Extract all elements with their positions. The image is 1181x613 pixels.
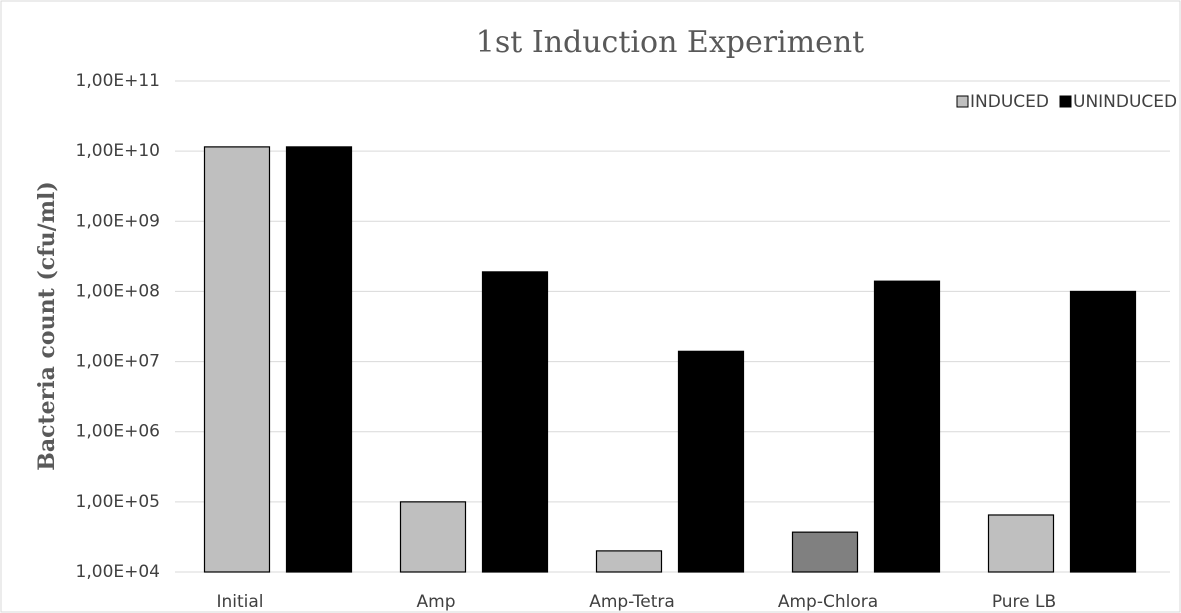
- bar: [791, 531, 859, 573]
- y-tick-label: 1,00E+07: [76, 352, 160, 372]
- bar: [285, 146, 353, 573]
- x-tick-label: Pure LB: [992, 592, 1056, 612]
- bar: [203, 146, 271, 573]
- legend-swatch: [956, 95, 969, 108]
- bar: [399, 501, 467, 573]
- legend-label: INDUCED: [970, 92, 1049, 112]
- legend-swatch: [1059, 95, 1072, 108]
- bar: [595, 550, 663, 573]
- x-tick-label: Amp-Chlora: [778, 592, 878, 612]
- y-tick-label: 1,00E+10: [76, 141, 160, 161]
- bar: [481, 271, 549, 573]
- bar: [873, 280, 941, 573]
- legend-label: UNINDUCED: [1073, 92, 1177, 112]
- y-tick-label: 1,00E+04: [76, 562, 160, 582]
- y-axis-label: Bacteria count (cfu/ml): [34, 181, 60, 471]
- y-tick-label: 1,00E+09: [76, 211, 160, 231]
- y-tick-label: 1,00E+08: [76, 281, 160, 301]
- y-tick-label: 1,00E+11: [76, 71, 160, 91]
- x-tick-label: Amp-Tetra: [589, 592, 675, 612]
- bar: [1069, 290, 1137, 573]
- x-tick-label: Amp: [417, 592, 456, 612]
- y-tick-label: 1,00E+05: [76, 492, 160, 512]
- chart-title: 1st Induction Experiment: [476, 25, 864, 60]
- bar: [677, 350, 745, 573]
- bar: [987, 514, 1055, 573]
- y-tick-label: 1,00E+06: [76, 422, 160, 442]
- x-tick-label: Initial: [216, 592, 263, 612]
